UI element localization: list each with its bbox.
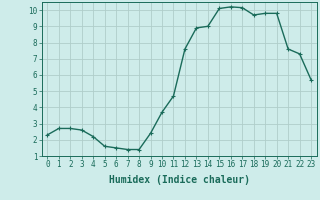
X-axis label: Humidex (Indice chaleur): Humidex (Indice chaleur) <box>109 175 250 185</box>
